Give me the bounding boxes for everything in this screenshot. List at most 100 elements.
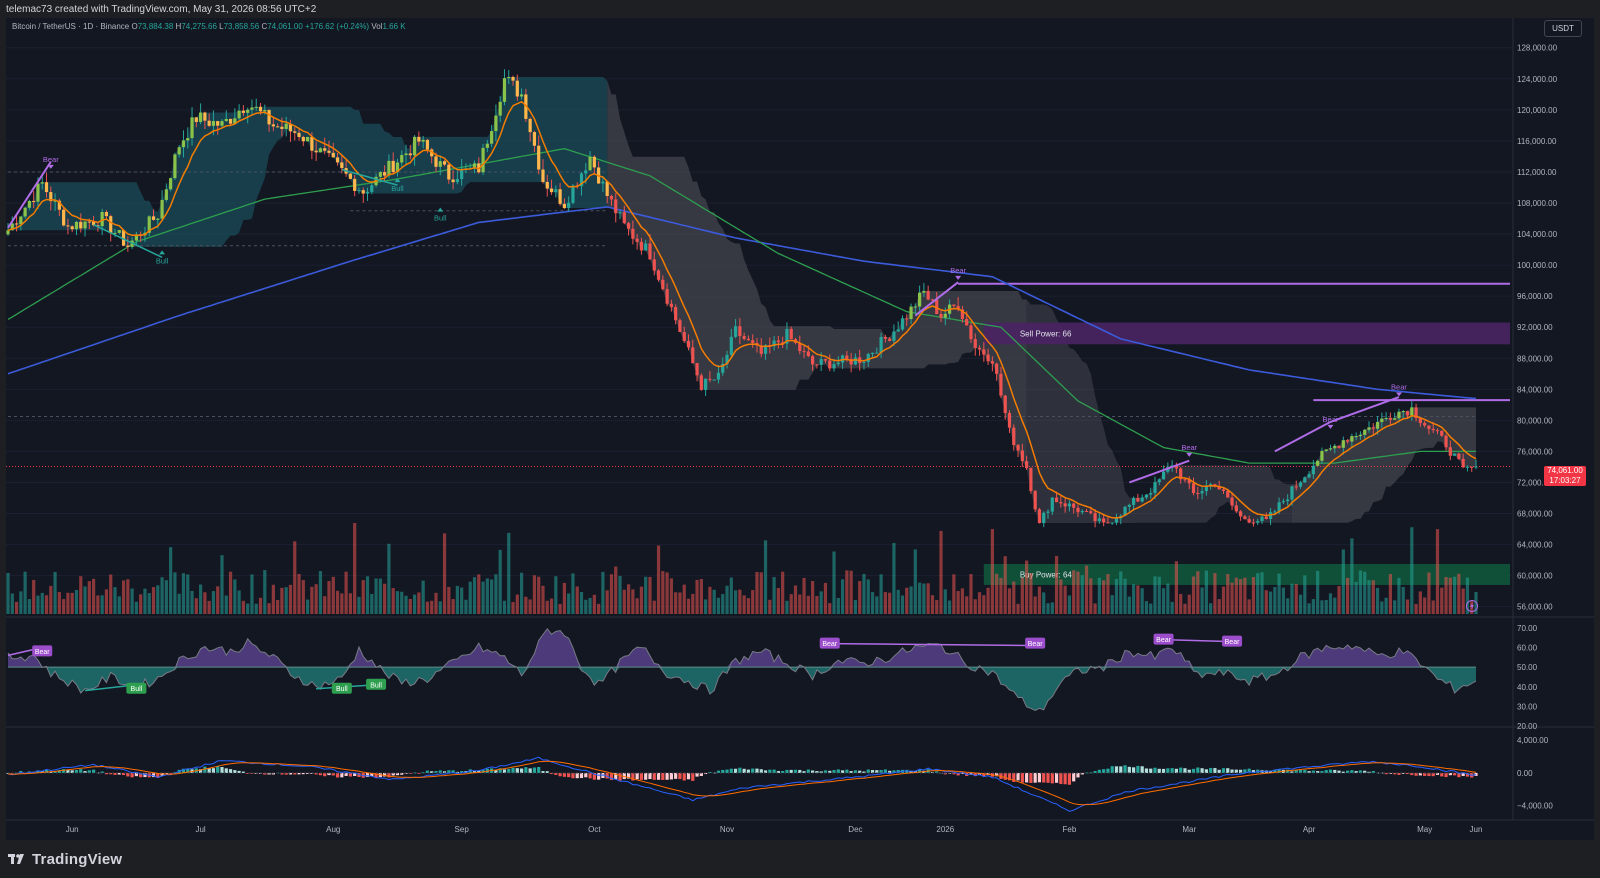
volume-bar — [331, 576, 335, 614]
candle-body — [849, 358, 853, 365]
volume-bar — [378, 578, 382, 614]
volume-bar — [554, 576, 558, 614]
macd-histogram-bar — [549, 772, 554, 775]
macd-histogram-bar — [455, 771, 459, 773]
rsi-bear-badge — [1153, 633, 1174, 645]
macd-histogram-bar — [1423, 772, 1427, 776]
symbol-legend[interactable]: Bitcoin / TetherUS · 1D · Binance O73,88… — [12, 22, 406, 31]
candle-body — [532, 132, 537, 146]
candle-body — [32, 200, 36, 202]
volume-bar — [1016, 603, 1020, 614]
volume-bar — [648, 576, 652, 614]
candle-body — [836, 362, 840, 365]
candle-body — [1303, 477, 1307, 483]
macd-histogram-bar — [704, 772, 708, 775]
chart-svg[interactable]: 56,000.00 60,000.00 64,000.00 68,000.00 72,0… — [6, 18, 1594, 840]
candle-body — [1106, 522, 1110, 524]
macd-histogram-bar — [1059, 772, 1063, 785]
volume-bar — [1260, 572, 1264, 614]
candle-body — [1127, 504, 1131, 507]
volume-bar — [1363, 571, 1367, 614]
volume-bar — [1072, 570, 1076, 614]
macd-histogram-bar — [815, 771, 819, 773]
currency-selector[interactable]: USDT — [1544, 20, 1582, 37]
macd-histogram-bar — [1363, 770, 1367, 773]
candle-body — [995, 363, 999, 374]
volume-bar — [1149, 603, 1153, 614]
open-value: 73,884.38 — [137, 22, 174, 31]
macd-histogram-bar — [1110, 766, 1114, 773]
macd-histogram-bar — [1243, 769, 1247, 773]
volume-bar — [1435, 529, 1440, 614]
candle-body — [541, 169, 545, 182]
candle-body — [297, 132, 301, 137]
candle-body — [425, 139, 430, 150]
volume-bar — [481, 581, 485, 614]
volume-bar — [228, 571, 233, 614]
chart-area[interactable] — [6, 18, 1594, 840]
candle-body — [1243, 516, 1247, 520]
candle-body — [1307, 474, 1311, 478]
macd-histogram-bar — [267, 772, 271, 775]
time-axis-tick: Feb — [1063, 825, 1077, 834]
volume-bar — [335, 590, 340, 614]
candle-body — [442, 161, 447, 165]
candle-body — [695, 363, 699, 376]
candle-body — [113, 232, 117, 234]
candle-body — [943, 313, 947, 318]
volume-bar — [220, 555, 224, 614]
candle-body — [866, 354, 870, 362]
macd-histogram-bar — [370, 772, 374, 777]
candle-body — [1161, 471, 1166, 480]
price-axis-tick: 112,000.00 — [1517, 168, 1557, 177]
candle-body — [271, 124, 275, 127]
bear-marker-icon — [1327, 424, 1334, 429]
macd-histogram-bar — [353, 772, 357, 777]
volume-bar — [609, 574, 614, 614]
macd-histogram-bar — [588, 772, 592, 779]
volume-bar — [305, 599, 310, 614]
macd-histogram-bar — [126, 772, 130, 777]
volume-bar — [969, 574, 973, 614]
volume-bar — [802, 577, 806, 614]
volume-bar — [1200, 587, 1204, 614]
macd-histogram-bar — [36, 770, 40, 773]
volume-bar — [597, 603, 601, 614]
macd-histogram-bar — [1029, 772, 1033, 783]
volume-bar — [678, 592, 682, 614]
macd-histogram-bar — [1161, 768, 1166, 773]
candle-body — [1072, 503, 1076, 508]
macd-histogram-bar — [1431, 772, 1435, 777]
candle-body — [1037, 509, 1042, 524]
macd-line — [7, 756, 1477, 812]
candle-body — [27, 200, 31, 208]
candle-body — [763, 345, 768, 354]
macd-histogram-bar — [1453, 772, 1457, 776]
time-axis-tick: Nov — [720, 825, 734, 834]
tradingview-logo-text[interactable]: TradingView — [32, 851, 123, 868]
volume-bar — [905, 587, 909, 614]
candle-body — [1230, 497, 1234, 506]
macd-histogram-bar — [524, 767, 528, 773]
volume-bar — [1029, 573, 1033, 614]
candle-body — [246, 109, 250, 113]
candle-body — [1461, 458, 1465, 468]
time-axis-tick: Apr — [1303, 825, 1316, 834]
volume-value: 1.66 K — [382, 22, 406, 31]
macd-histogram-bar — [631, 772, 635, 781]
volume-bar — [23, 571, 27, 614]
candle-body — [121, 230, 126, 246]
last-price: 74,061.00 — [1547, 466, 1583, 475]
slow-moving-average-line — [7, 206, 1477, 400]
candle-body — [190, 117, 194, 139]
volume-bar — [943, 589, 947, 614]
macd-histogram-bar — [935, 771, 939, 773]
volume-bar — [781, 571, 785, 614]
volume-bar — [1025, 560, 1029, 614]
macd-histogram-bar — [1204, 769, 1208, 773]
macd-histogram-bar — [211, 768, 216, 773]
candle-body — [631, 228, 635, 239]
volume-bar — [528, 599, 532, 614]
rsi-axis-tick: 40.00 — [1517, 683, 1538, 692]
macd-histogram-bar — [1410, 772, 1414, 776]
